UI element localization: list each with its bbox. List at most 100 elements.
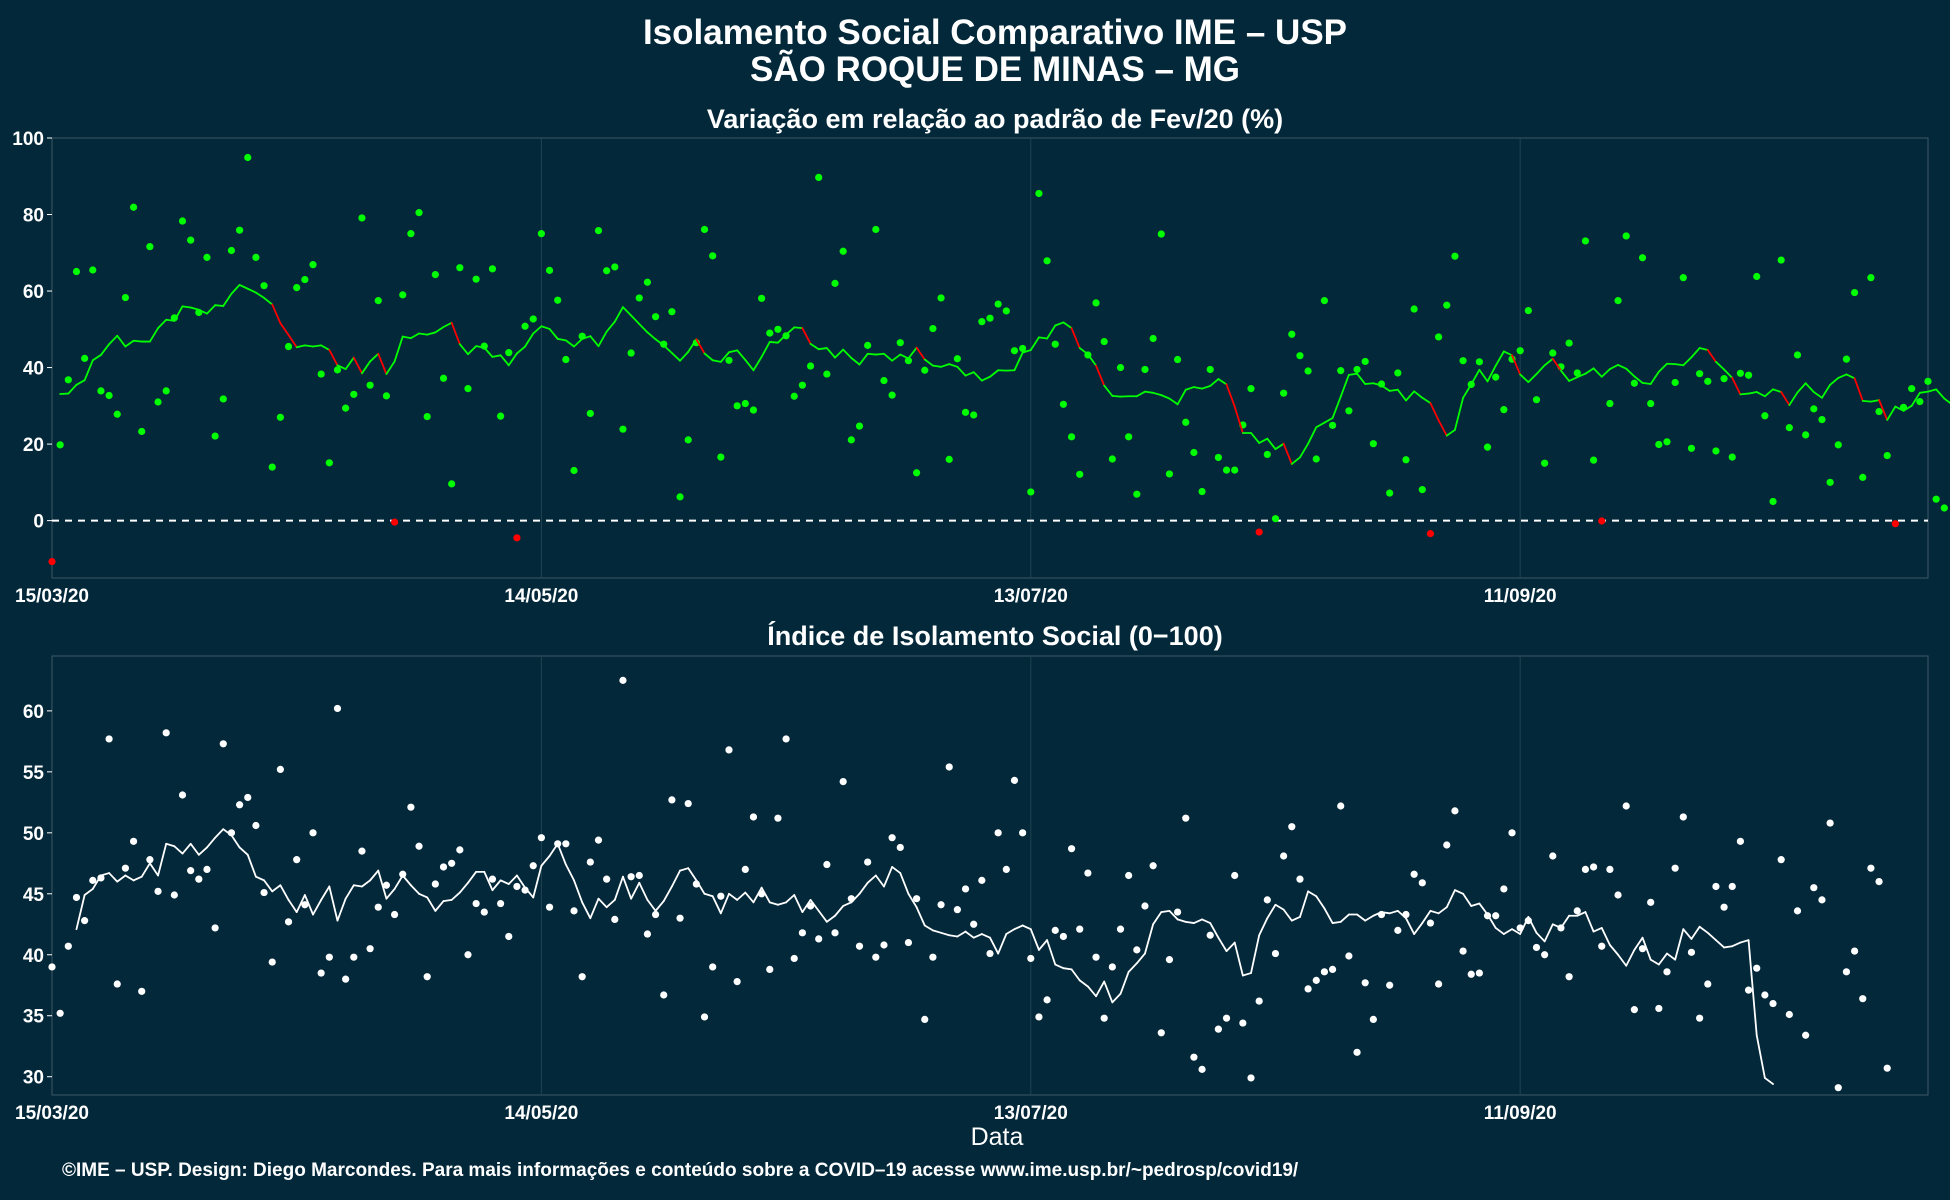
daily-point — [643, 930, 652, 938]
daily-point — [1280, 852, 1288, 860]
daily-point — [1035, 1013, 1043, 1021]
moving-average-segment — [834, 905, 845, 917]
daily-point — [1125, 871, 1133, 880]
moving-average-segment — [1184, 386, 1195, 391]
daily-point — [570, 466, 578, 475]
daily-point — [439, 863, 448, 871]
daily-point — [1532, 943, 1541, 952]
moving-average-segment — [540, 325, 551, 330]
y-tick-label: 55 — [23, 763, 45, 784]
moving-average-segment — [1307, 426, 1318, 445]
daily-point — [129, 837, 138, 845]
moving-average-segment — [1600, 368, 1611, 378]
moving-average-segment — [1388, 388, 1399, 392]
daily-point — [741, 399, 749, 408]
moving-average-segment — [377, 869, 388, 900]
moving-average-segment — [768, 341, 779, 344]
moving-average-segment — [907, 346, 918, 360]
moving-average-segment — [1551, 923, 1562, 929]
daily-point — [1793, 907, 1802, 915]
moving-average-segment — [980, 375, 991, 382]
moving-average-segment — [1405, 390, 1416, 402]
moving-average-segment — [1380, 911, 1391, 915]
moving-average-segment — [785, 894, 796, 904]
daily-point — [570, 907, 578, 915]
daily-point — [904, 938, 913, 947]
moving-average-segment — [124, 339, 135, 348]
daily-point — [1451, 807, 1459, 815]
moving-average-segment — [75, 894, 86, 931]
moving-average-segment — [1894, 405, 1905, 412]
moving-average-segment — [932, 929, 942, 934]
moving-average-segment — [646, 898, 657, 912]
daily-point — [260, 888, 268, 897]
moving-average-segment — [1258, 917, 1269, 937]
daily-point — [643, 278, 652, 286]
daily-point — [994, 829, 1002, 837]
daily-point — [301, 275, 309, 284]
moving-average-segment — [1486, 913, 1497, 929]
daily-point — [293, 284, 301, 292]
daily-point — [709, 252, 717, 260]
moving-average-segment — [255, 291, 265, 299]
moving-average-segment — [793, 894, 804, 913]
daily-point — [1850, 288, 1859, 297]
moving-average-segment — [271, 884, 282, 893]
y-tick-label: 30 — [23, 1068, 44, 1089]
moving-average-segment — [1070, 968, 1081, 982]
moving-average-segment — [1095, 364, 1106, 387]
moving-average-segment — [1470, 902, 1481, 907]
daily-point — [1704, 980, 1712, 988]
moving-average-segment — [1331, 920, 1342, 924]
moving-average-segment — [1176, 388, 1187, 406]
daily-point — [1459, 947, 1467, 955]
moving-average-segment — [1005, 928, 1016, 935]
daily-point — [1084, 869, 1092, 877]
daily-point — [717, 892, 725, 900]
chart-title-line-1: Isolamento Social Comparativo IME – USP — [643, 13, 1347, 52]
daily-point — [798, 381, 807, 389]
daily-point — [1638, 254, 1647, 262]
daily-point — [1386, 981, 1394, 989]
moving-average-segment — [132, 339, 143, 343]
moving-average-segment — [1209, 378, 1220, 387]
daily-point — [81, 354, 89, 362]
daily-point — [1198, 1065, 1206, 1073]
daily-point — [309, 261, 317, 269]
moving-average-segment — [1184, 920, 1195, 924]
moving-average-segment — [385, 360, 396, 375]
moving-average-segment — [181, 842, 192, 855]
daily-point — [1190, 448, 1198, 457]
daily-point — [1206, 931, 1214, 939]
moving-average-segment — [1299, 442, 1310, 459]
daily-point — [1524, 306, 1532, 315]
daily-point — [154, 398, 162, 406]
moving-average-segment — [858, 881, 869, 895]
moving-average-segment — [91, 354, 102, 362]
daily-point — [284, 918, 293, 926]
moving-average-segment — [1511, 928, 1522, 935]
daily-point — [562, 355, 570, 364]
daily-point — [1092, 299, 1100, 307]
moving-average-segment — [899, 353, 910, 360]
daily-point — [1581, 237, 1590, 245]
moving-average-segment — [1282, 908, 1293, 922]
x-tick-label: 15/03/20 — [15, 586, 89, 607]
moving-average-segment — [1649, 958, 1660, 966]
moving-average-segment — [312, 898, 323, 916]
moving-average-segment — [238, 846, 249, 856]
moving-average-segment — [255, 875, 265, 882]
moving-average-segment — [1413, 922, 1424, 935]
moving-average-segment — [507, 352, 518, 367]
moving-average-segment — [434, 900, 445, 912]
daily-point — [872, 953, 880, 961]
daily-point — [986, 949, 994, 958]
daily-point — [1565, 973, 1573, 981]
daily-point — [1312, 976, 1320, 984]
moving-average-segment — [1739, 939, 1750, 944]
daily-point — [244, 153, 252, 162]
moving-average-segment — [1233, 941, 1244, 977]
moving-average-segment — [197, 308, 208, 315]
daily-point — [619, 425, 627, 433]
moving-average-segment — [197, 846, 208, 856]
